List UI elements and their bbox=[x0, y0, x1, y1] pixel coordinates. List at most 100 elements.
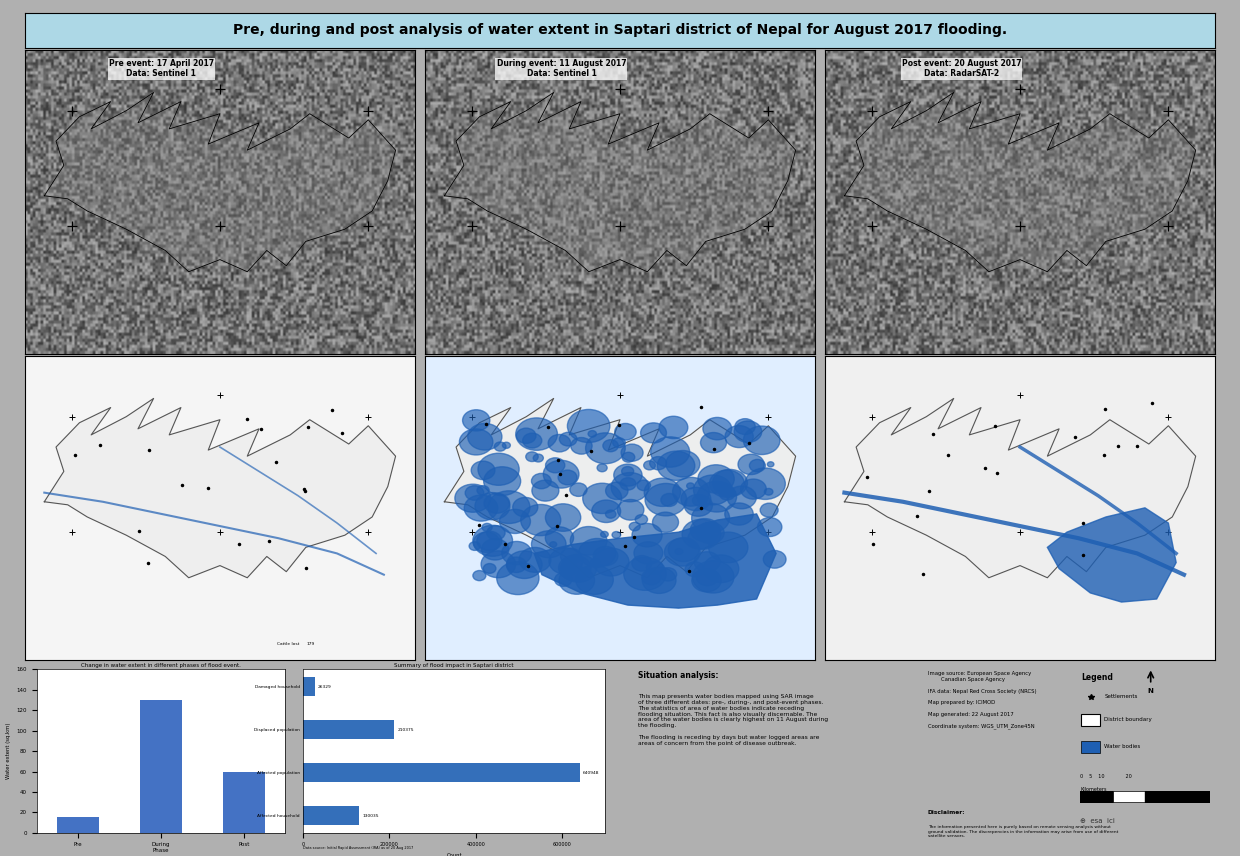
Circle shape bbox=[697, 481, 737, 512]
Circle shape bbox=[484, 493, 510, 514]
Circle shape bbox=[687, 483, 694, 489]
Circle shape bbox=[593, 548, 629, 576]
Circle shape bbox=[621, 467, 634, 476]
Circle shape bbox=[605, 510, 616, 518]
Circle shape bbox=[652, 512, 678, 532]
Circle shape bbox=[719, 488, 735, 500]
Circle shape bbox=[691, 519, 720, 542]
Circle shape bbox=[681, 487, 711, 511]
Circle shape bbox=[463, 410, 490, 431]
Circle shape bbox=[455, 484, 491, 512]
Circle shape bbox=[693, 475, 732, 505]
Circle shape bbox=[502, 443, 511, 449]
Text: ⊕  esa  ici: ⊕ esa ici bbox=[1080, 817, 1115, 823]
Polygon shape bbox=[844, 92, 1195, 271]
Circle shape bbox=[734, 421, 761, 443]
Circle shape bbox=[645, 484, 687, 516]
Circle shape bbox=[546, 504, 580, 532]
Circle shape bbox=[634, 542, 662, 564]
Circle shape bbox=[629, 522, 640, 531]
Circle shape bbox=[651, 437, 689, 467]
Circle shape bbox=[701, 432, 727, 453]
Circle shape bbox=[507, 551, 542, 579]
Circle shape bbox=[481, 538, 508, 560]
Circle shape bbox=[646, 561, 663, 574]
Text: Pre, during and post analysis of water extent in Saptari district of Nepal for A: Pre, during and post analysis of water e… bbox=[233, 23, 1007, 38]
Circle shape bbox=[585, 433, 625, 464]
Circle shape bbox=[559, 432, 577, 446]
Circle shape bbox=[532, 480, 559, 501]
Circle shape bbox=[575, 565, 614, 594]
Circle shape bbox=[611, 473, 649, 502]
Circle shape bbox=[615, 424, 636, 440]
Circle shape bbox=[660, 416, 688, 438]
Circle shape bbox=[682, 520, 720, 550]
Circle shape bbox=[560, 562, 578, 575]
Circle shape bbox=[613, 532, 621, 538]
Circle shape bbox=[692, 495, 707, 506]
Circle shape bbox=[613, 437, 625, 448]
Circle shape bbox=[713, 469, 748, 496]
Circle shape bbox=[598, 464, 608, 472]
Circle shape bbox=[583, 483, 621, 514]
Circle shape bbox=[641, 423, 666, 443]
Circle shape bbox=[725, 425, 753, 448]
Circle shape bbox=[532, 473, 552, 489]
Circle shape bbox=[642, 568, 676, 593]
Text: The information presented here is purely based on remote sensing analysis withou: The information presented here is purely… bbox=[928, 825, 1118, 838]
Polygon shape bbox=[1048, 508, 1177, 602]
Circle shape bbox=[632, 523, 662, 547]
Circle shape bbox=[661, 493, 677, 507]
Text: During event: 11 August 2017
Data: Sentinel 1: During event: 11 August 2017 Data: Senti… bbox=[497, 59, 626, 79]
Circle shape bbox=[554, 573, 572, 586]
Circle shape bbox=[523, 433, 542, 448]
Circle shape bbox=[684, 562, 704, 577]
Circle shape bbox=[668, 538, 699, 562]
Circle shape bbox=[768, 461, 774, 467]
Text: Post event: 20 August 2017
Data: RadarSAT-2: Post event: 20 August 2017 Data: RadarSA… bbox=[901, 59, 1022, 79]
Circle shape bbox=[684, 494, 713, 516]
Circle shape bbox=[688, 528, 715, 549]
Circle shape bbox=[513, 497, 538, 517]
Polygon shape bbox=[444, 92, 796, 271]
Circle shape bbox=[703, 418, 732, 440]
Circle shape bbox=[472, 526, 512, 556]
Circle shape bbox=[666, 450, 699, 477]
Text: Image source: European Space Agency
        Canadian Space Agency

IFA data: Nep: Image source: European Space Agency Cana… bbox=[928, 671, 1037, 729]
Circle shape bbox=[502, 541, 532, 565]
Text: Situation analysis:: Situation analysis: bbox=[637, 671, 718, 681]
Circle shape bbox=[760, 503, 779, 517]
Circle shape bbox=[657, 451, 694, 480]
Circle shape bbox=[558, 470, 577, 484]
Circle shape bbox=[637, 480, 651, 490]
Circle shape bbox=[600, 532, 609, 538]
Circle shape bbox=[692, 561, 734, 593]
Circle shape bbox=[520, 548, 551, 573]
Circle shape bbox=[487, 490, 529, 524]
Circle shape bbox=[548, 434, 570, 452]
Text: Pre event: 17 April 2017
Data: Sentinel 1: Pre event: 17 April 2017 Data: Sentinel … bbox=[109, 59, 215, 79]
Circle shape bbox=[546, 458, 565, 473]
Circle shape bbox=[709, 470, 744, 497]
Circle shape bbox=[570, 526, 606, 555]
Circle shape bbox=[745, 468, 785, 499]
Circle shape bbox=[635, 514, 647, 524]
Circle shape bbox=[570, 437, 593, 455]
Circle shape bbox=[516, 418, 558, 450]
Circle shape bbox=[605, 482, 627, 500]
Circle shape bbox=[497, 562, 539, 595]
Text: N: N bbox=[1148, 688, 1153, 694]
Circle shape bbox=[593, 546, 618, 566]
Circle shape bbox=[546, 527, 574, 549]
Circle shape bbox=[738, 455, 764, 474]
Circle shape bbox=[692, 569, 722, 591]
Circle shape bbox=[672, 478, 709, 506]
Circle shape bbox=[559, 567, 595, 594]
Circle shape bbox=[735, 419, 755, 435]
Circle shape bbox=[484, 467, 521, 496]
Circle shape bbox=[708, 532, 748, 562]
Circle shape bbox=[516, 428, 536, 443]
Text: Disclaimer:: Disclaimer: bbox=[928, 810, 966, 815]
Polygon shape bbox=[45, 398, 396, 578]
Circle shape bbox=[622, 452, 635, 462]
